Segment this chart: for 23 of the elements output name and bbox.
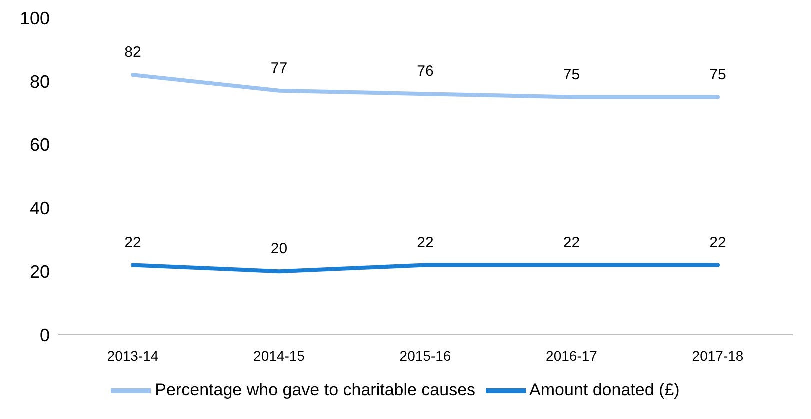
data-label: 20 xyxy=(270,240,288,258)
y-tick-label: 20 xyxy=(30,262,50,282)
data-label: 82 xyxy=(124,44,142,62)
y-tick-label: 40 xyxy=(30,198,50,219)
data-label: 76 xyxy=(417,63,434,80)
x-tick-label: 2017-18 xyxy=(692,348,744,364)
y-tick-label: 100 xyxy=(20,8,50,28)
data-label: 22 xyxy=(124,234,142,252)
data-label: 75 xyxy=(710,66,726,84)
y-tick-label: 60 xyxy=(30,135,50,156)
x-tick-label: 2016-17 xyxy=(546,348,598,364)
legend-label: Amount donated (£) xyxy=(530,380,680,400)
data-label: 77 xyxy=(270,60,288,77)
data-label: 22 xyxy=(563,234,580,252)
data-label: 75 xyxy=(563,66,580,84)
y-tick-label: 80 xyxy=(30,72,50,92)
legend-label: Percentage who gave to charitable causes xyxy=(155,380,476,400)
x-tick-label: 2014-15 xyxy=(254,348,306,364)
x-tick-label: 2015-16 xyxy=(400,348,452,364)
y-tick-label: 0 xyxy=(40,325,50,346)
x-tick-label: 2013-14 xyxy=(107,348,159,364)
data-label: 22 xyxy=(417,234,434,252)
data-label: 22 xyxy=(710,234,726,252)
